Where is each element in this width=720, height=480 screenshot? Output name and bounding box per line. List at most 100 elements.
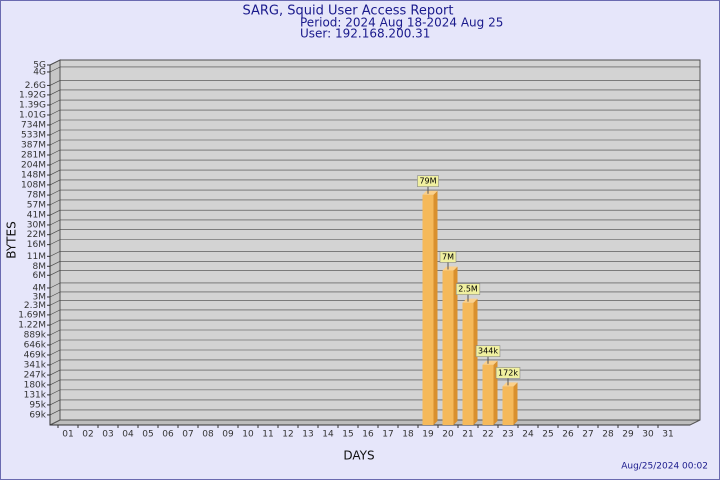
plot-side: [49, 59, 61, 426]
x-tick-label: 27: [582, 430, 593, 440]
x-tick-label: 07: [182, 430, 193, 440]
y-tick-label: 3M: [33, 292, 47, 302]
y-tick-label: 2.6G: [25, 81, 46, 91]
x-tick-label: 30: [642, 430, 654, 440]
x-tick-label: 16: [362, 430, 374, 440]
y-tick-label: 41M: [27, 211, 46, 221]
x-tick-label: 28: [602, 430, 614, 440]
bar-side: [433, 190, 438, 425]
x-tick-label: 17: [382, 430, 393, 440]
x-tick-label: 26: [562, 430, 574, 440]
chart-subtitle: User: 192.168.200.31: [300, 27, 430, 41]
data-label: 172k: [498, 368, 518, 377]
grid-line-side: [49, 209, 61, 216]
grid-line-side: [49, 219, 61, 226]
grid-line-side: [49, 149, 61, 156]
y-tick-label: 1.39G: [19, 101, 46, 111]
y-tick-label: 57M: [27, 200, 46, 210]
grid-line-side: [49, 359, 61, 366]
y-tick-label: 95k: [29, 400, 46, 410]
x-tick-label: 01: [62, 430, 73, 440]
plot-floor: [49, 419, 701, 426]
bar: [442, 270, 454, 425]
x-tick-label: 23: [502, 430, 513, 440]
grid-line-side: [49, 199, 61, 206]
grid-line-side: [49, 282, 61, 289]
y-tick-label: 281M: [21, 151, 46, 161]
y-tick-label: 1.92G: [19, 90, 46, 100]
grid-line-side: [49, 270, 61, 276]
x-tick-label: 18: [402, 430, 414, 440]
y-tick-label: 22M: [27, 230, 46, 240]
grid-line-side: [49, 300, 61, 306]
grid-line-side: [49, 66, 61, 73]
y-tick-label: 1.69M: [18, 310, 46, 320]
x-tick-label: 25: [542, 430, 553, 440]
y-tick-label: 889k: [24, 331, 47, 341]
grid-line-side: [49, 159, 61, 166]
x-tick-label: 05: [142, 430, 153, 440]
y-tick-label: 387M: [21, 141, 46, 151]
y-tick-label: 5G: [33, 61, 46, 71]
plot-wall: [59, 59, 701, 421]
data-label: 7M: [442, 252, 454, 261]
y-axis-label: BYTES: [5, 221, 19, 258]
y-tick-label: 533M: [21, 131, 46, 141]
grid-line-side: [49, 339, 61, 346]
grid-line-side: [49, 319, 61, 326]
grid-line-side: [49, 369, 61, 376]
y-tick-label: 341k: [24, 360, 47, 370]
y-tick-label: 4M: [33, 283, 47, 293]
data-label: 344k: [478, 347, 498, 356]
y-tick-label: 247k: [24, 371, 47, 381]
y-tick-label: 646k: [24, 340, 47, 350]
grid-line-side: [49, 251, 61, 257]
bar-side: [513, 382, 518, 425]
grid-line-side: [49, 169, 61, 176]
y-tick-label: 180k: [24, 380, 47, 390]
grid-line-side: [49, 129, 61, 136]
grid-line-side: [49, 189, 61, 196]
grid-line-side: [49, 80, 61, 86]
x-tick-label: 24: [522, 430, 534, 440]
y-tick-label: 11M: [27, 252, 46, 262]
grid-line-side: [49, 329, 61, 336]
x-tick-label: 03: [102, 430, 113, 440]
x-tick-label: 20: [442, 430, 454, 440]
grid-line-side: [49, 239, 61, 245]
grid-line-side: [49, 99, 61, 106]
y-tick-label: 8M: [33, 262, 47, 272]
x-tick-label: 13: [302, 430, 313, 440]
x-tick-label: 06: [162, 430, 174, 440]
data-label: 2.5M: [458, 285, 478, 294]
grid-line-side: [49, 89, 61, 96]
y-tick-label: 1.01G: [19, 111, 46, 121]
x-tick-label: 02: [82, 430, 93, 440]
x-tick-label: 12: [282, 430, 293, 440]
x-axis-label: DAYS: [343, 449, 374, 463]
bar-top: [462, 298, 478, 303]
grid-line-side: [49, 229, 61, 235]
y-tick-label: 108M: [21, 180, 46, 190]
grid-line-side: [49, 139, 61, 146]
y-tick-label: 734M: [21, 120, 46, 130]
bar: [422, 194, 434, 425]
x-tick-label: 21: [462, 430, 473, 440]
x-tick-label: 04: [122, 430, 134, 440]
bar: [462, 302, 474, 425]
grid-line-side: [49, 389, 61, 396]
x-tick-label: 22: [482, 430, 493, 440]
grid-line-side: [49, 349, 61, 356]
chart-subtitle: Period: 2024 Aug 18-2024 Aug 25: [300, 16, 503, 30]
x-tick-label: 10: [242, 430, 254, 440]
y-tick-label: 16M: [27, 240, 46, 250]
bar-top: [502, 382, 518, 387]
grid-line-side: [49, 291, 61, 298]
y-tick-label: 78M: [27, 191, 46, 201]
grid-line-side: [49, 399, 61, 406]
x-tick-label: 08: [202, 430, 214, 440]
x-tick-label: 15: [342, 430, 353, 440]
x-tick-label: 09: [222, 430, 234, 440]
x-tick-label: 31: [662, 430, 673, 440]
